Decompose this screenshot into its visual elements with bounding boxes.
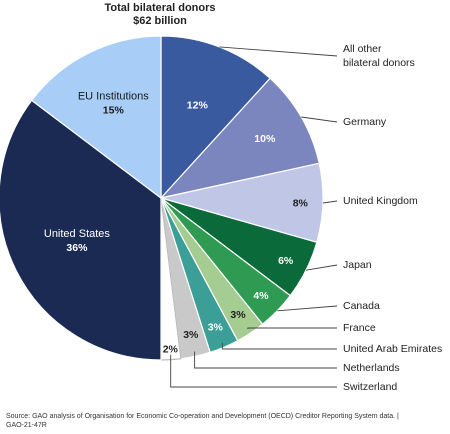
leader-line-japan bbox=[305, 264, 338, 271]
slice-eu-institutions bbox=[30, 35, 162, 200]
legend-label-united-arab-emirates: United Arab Emirates bbox=[343, 343, 442, 355]
leader-line-switzerland bbox=[170, 354, 337, 388]
slice-value-label: 6% bbox=[278, 255, 294, 267]
slice-value-label: 2% bbox=[163, 343, 179, 355]
legend-label-germany: Germany bbox=[343, 116, 387, 128]
leader-line-united-kingdom bbox=[322, 200, 338, 204]
slice-value-label: 3% bbox=[183, 329, 199, 341]
legend-label-all-other-bilateral-donors: bilateral donors bbox=[343, 57, 415, 69]
slice-value-label: 4% bbox=[253, 290, 269, 302]
leader-line-all-other-bilateral-donors bbox=[219, 46, 338, 57]
slice-value-label: 12% bbox=[187, 99, 209, 111]
pie-slices bbox=[0, 35, 324, 361]
slice-labels: 12% 10% 8% 6% 4% 3% 3% 3% 2% United States 36% EU I… bbox=[44, 90, 309, 355]
slice-value-label: 3% bbox=[230, 309, 246, 321]
legend-label-japan: Japan bbox=[343, 259, 372, 271]
slice-name-label: EU Institutions bbox=[78, 90, 149, 102]
leader-line-united-arab-emirates bbox=[221, 342, 337, 350]
legend-label-netherlands: Netherlands bbox=[343, 362, 400, 374]
legend-label-united-kingdom: United Kingdom bbox=[343, 195, 418, 207]
legend-label-france: France bbox=[343, 322, 376, 334]
legend-label-canada: Canada bbox=[343, 300, 380, 312]
leader-line-canada bbox=[277, 305, 338, 312]
slice-name-label: United States bbox=[44, 228, 111, 240]
leader-line-germany bbox=[301, 116, 338, 123]
leader-line-netherlands bbox=[194, 351, 337, 369]
slice-value-label: 10% bbox=[254, 133, 276, 145]
legend-labels: All other bilateral donors Germany United K… bbox=[343, 43, 442, 393]
slice-value-label: 8% bbox=[293, 197, 309, 209]
slice-value-label: 36% bbox=[66, 242, 88, 254]
source-note: Source: GAO analysis of Organisation for… bbox=[6, 413, 399, 429]
slice-value-label: 15% bbox=[103, 104, 125, 116]
chart-title: Total bilateral donors bbox=[104, 2, 216, 14]
leader-lines bbox=[170, 46, 338, 388]
chart-subtitle: $62 billion bbox=[133, 15, 187, 27]
slice-value-label: 3% bbox=[208, 321, 224, 333]
leader-line-france bbox=[247, 327, 337, 329]
slice-germany bbox=[159, 77, 320, 199]
slice-united-states bbox=[0, 99, 162, 361]
legend-label-all-other-bilateral-donors: All other bbox=[343, 43, 382, 55]
legend-label-switzerland: Switzerland bbox=[343, 381, 397, 393]
